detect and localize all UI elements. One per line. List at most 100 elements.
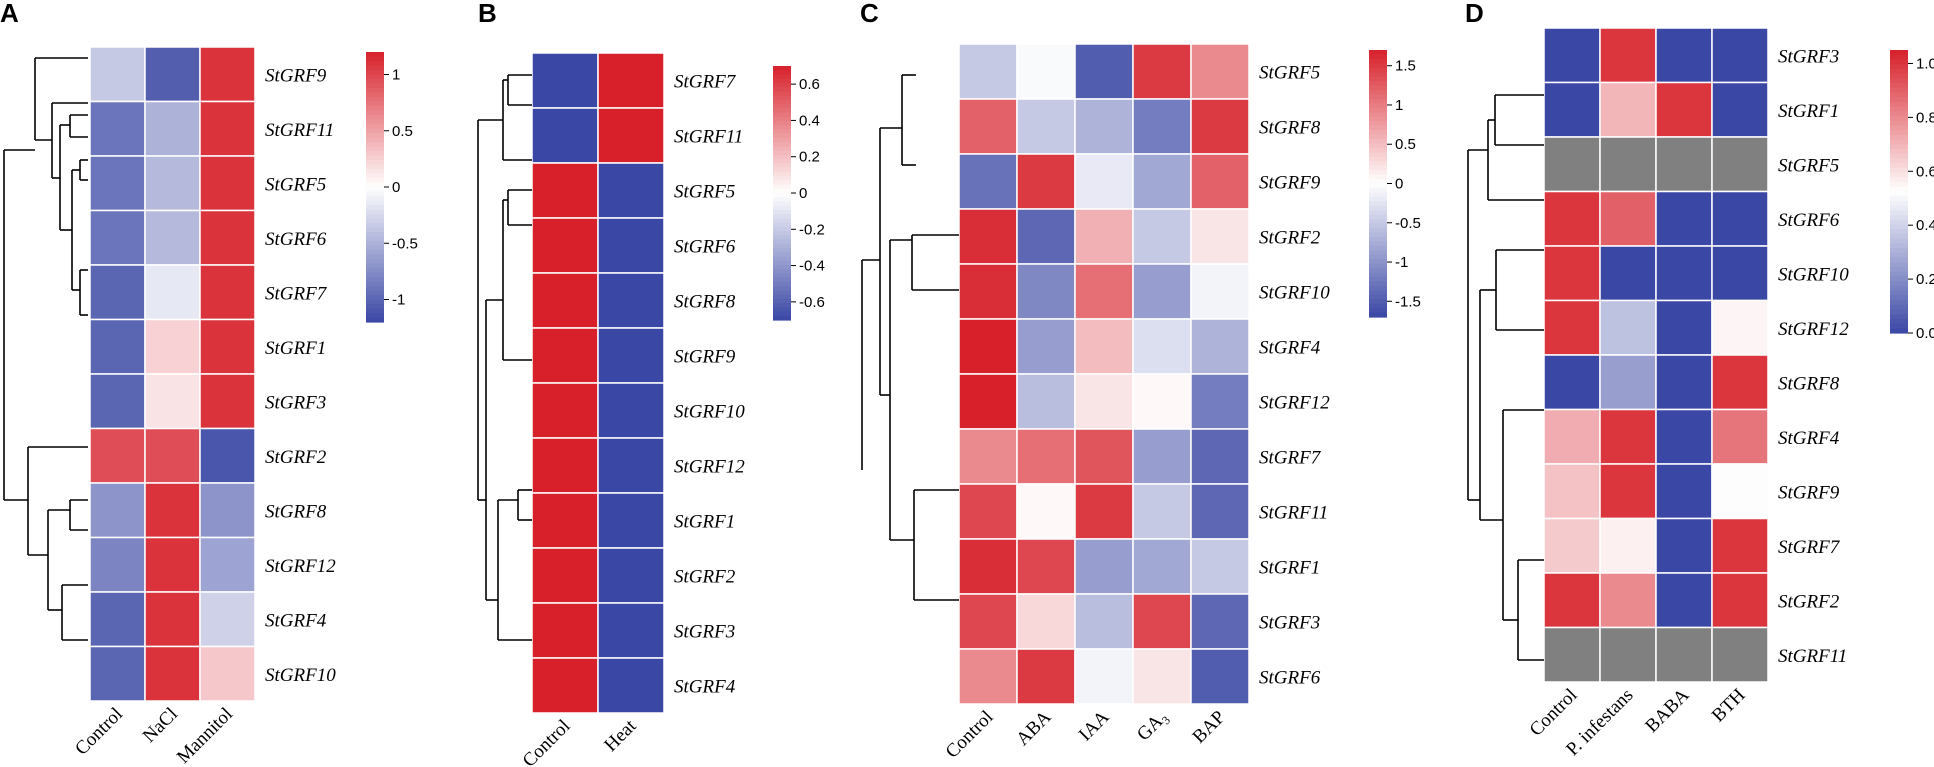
colorbar-segment <box>1369 214 1387 220</box>
heatmap-cell <box>1711 81 1769 138</box>
heatmap-cell <box>1016 648 1076 705</box>
colorbar-segment <box>1890 314 1908 320</box>
colorbar-tick-label: 0.6 <box>799 76 820 93</box>
row-label: StGRF8 <box>265 501 327 522</box>
heatmap-cell <box>958 153 1018 210</box>
colorbar-segment <box>773 154 791 160</box>
colorbar-segment <box>366 169 384 175</box>
colorbar-segment <box>1890 101 1908 108</box>
colorbar-segment <box>773 188 791 194</box>
colorbar-segment <box>1890 64 1908 70</box>
heatmap-cell <box>597 272 665 329</box>
colorbar-segment <box>1890 219 1908 226</box>
colorbar-segment <box>773 78 791 84</box>
panel-c-letter: C <box>860 0 879 28</box>
heatmap-cell <box>89 264 146 321</box>
colorbar-segment <box>1890 285 1908 292</box>
colorbar-segment <box>366 304 384 310</box>
colorbar-segment <box>366 308 384 314</box>
heatmap-cell <box>89 427 146 484</box>
colorbar-segment <box>1369 196 1387 202</box>
colorbar-segment <box>1890 87 1908 94</box>
heatmap-cell <box>1074 373 1134 430</box>
colorbar-segment <box>1890 248 1908 254</box>
colorbar-segment <box>1890 318 1908 325</box>
heatmap-cell <box>1132 318 1192 375</box>
colorbar-segment <box>1369 187 1387 193</box>
colorbar-segment <box>773 311 791 317</box>
heatmap-cell <box>531 107 599 164</box>
column-label-subscript: 3 <box>1159 713 1173 727</box>
row-label: StGRF5 <box>1778 155 1839 176</box>
colorbar-segment <box>366 74 384 80</box>
heatmap-cell <box>1190 428 1250 485</box>
heatmap-cell <box>597 52 665 109</box>
heatmap-cell <box>1543 136 1601 193</box>
colorbar-segment <box>773 184 791 190</box>
heatmap-cell <box>958 373 1018 430</box>
colorbar-segment <box>1890 290 1908 296</box>
heatmap-cell <box>199 482 256 539</box>
colorbar-tick-label: 1.5 <box>1395 58 1416 75</box>
colorbar-segment <box>366 164 384 170</box>
colorbar-segment <box>366 52 384 58</box>
colorbar-segment <box>773 248 791 253</box>
colorbar-segment <box>366 200 384 206</box>
colorbar-segment <box>366 137 384 143</box>
colorbar-segment <box>1369 139 1387 145</box>
heatmap-cell <box>1074 263 1134 320</box>
colorbar-segment <box>1369 303 1387 309</box>
heatmap-cell <box>958 43 1018 100</box>
heatmap-cell <box>144 155 201 212</box>
colorbar-segment <box>773 197 791 203</box>
heatmap-cell <box>144 482 201 539</box>
heatmap-cell <box>597 382 665 439</box>
heatmap-cell <box>958 593 1018 650</box>
colorbar-segment <box>1890 257 1908 263</box>
colorbar-segment <box>773 231 791 236</box>
heatmap-cell <box>1655 354 1713 411</box>
colorbar-segment <box>1890 78 1908 84</box>
colorbar-segment <box>366 245 384 251</box>
heatmap-cell <box>1599 81 1657 138</box>
colorbar-segment <box>1369 112 1387 118</box>
row-label: StGRF9 <box>265 65 327 86</box>
colorbar-segment <box>773 205 791 211</box>
colorbar-segment <box>773 273 791 279</box>
colorbar-segment <box>366 281 384 287</box>
colorbar-segment <box>1890 304 1908 311</box>
row-label: StGRF6 <box>674 237 736 258</box>
heatmap-cell <box>144 100 201 157</box>
column-label: Control <box>519 716 575 767</box>
colorbar-segment <box>1369 170 1387 176</box>
row-label: StGRF11 <box>1259 503 1328 524</box>
colorbar-segment <box>1369 219 1387 225</box>
heatmap-cell <box>1543 245 1601 302</box>
heatmap-cell <box>1132 263 1192 320</box>
colorbar-segment <box>1890 163 1908 169</box>
colorbar-segment <box>1369 174 1387 180</box>
heatmap-cell <box>1599 136 1657 193</box>
colorbar-segment <box>1369 90 1387 96</box>
heatmap-cell <box>89 318 146 375</box>
colorbar-segment <box>366 151 384 157</box>
colorbar-segment <box>773 129 791 135</box>
colorbar-segment <box>1890 120 1908 127</box>
colorbar-segment <box>1369 81 1387 87</box>
colorbar-segment <box>773 121 791 126</box>
row-label: StGRF9 <box>1778 482 1840 503</box>
colorbar-segment <box>1369 147 1387 153</box>
colorbar-segment <box>1890 205 1908 211</box>
heatmap-cell <box>1543 81 1601 138</box>
colorbar-segment <box>1890 97 1908 103</box>
heatmap-cell <box>958 263 1018 320</box>
colorbar-segment <box>1890 323 1908 329</box>
colorbar-tick-label: 1.0 <box>1916 55 1934 72</box>
colorbar-segment <box>773 252 791 258</box>
panel-b-letter: B <box>478 0 497 28</box>
heatmap-cell <box>958 648 1018 705</box>
row-label: StGRF7 <box>674 72 737 93</box>
heatmap-cell <box>1190 43 1250 100</box>
heatmap-cell <box>1074 538 1134 595</box>
colorbar-segment <box>1369 50 1387 56</box>
